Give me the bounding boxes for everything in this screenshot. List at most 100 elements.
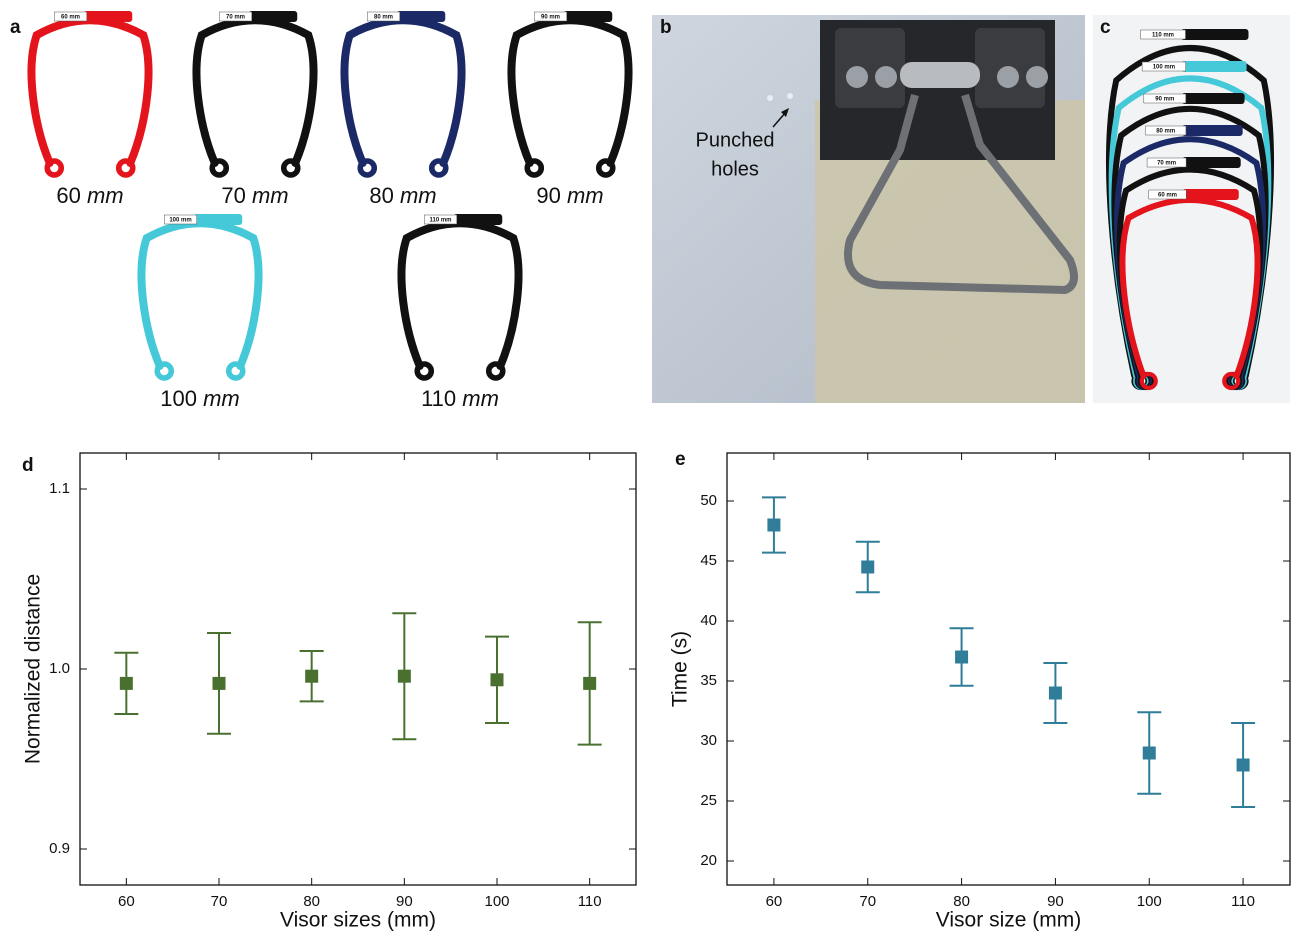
- band-bar: [1182, 157, 1241, 168]
- visor-unit: mm: [87, 183, 124, 208]
- band-frame: [27, 16, 153, 167]
- panel-label: b: [660, 17, 672, 38]
- y-axis-label: Time (s): [669, 631, 692, 707]
- band-frame: [192, 16, 318, 167]
- y-tick-label: 25: [700, 792, 717, 809]
- x-tick-label: 80: [953, 893, 970, 910]
- band-tag-text: 110 mm: [429, 218, 451, 224]
- marker: [1048, 686, 1062, 700]
- band-tag-text: 100 mm: [169, 218, 191, 224]
- headband: 80 mm: [340, 11, 466, 178]
- marker: [119, 676, 133, 690]
- band-bar: [1181, 93, 1245, 104]
- headband: 90 mm: [507, 11, 633, 178]
- band-tag: [1140, 29, 1186, 40]
- x-tick-label: 90: [1047, 893, 1064, 910]
- y-tick-label: 1.0: [49, 660, 70, 677]
- band-tag-text: 80 mm: [374, 15, 393, 21]
- band-frame: [397, 219, 523, 370]
- band-bar: [1181, 61, 1247, 72]
- band-curl: [485, 361, 506, 381]
- band-curl: [524, 158, 545, 178]
- visor-caption: 90 mm: [536, 183, 603, 208]
- band-frame: [507, 16, 633, 167]
- headband: 110 mm: [397, 214, 523, 381]
- band-bar: [453, 214, 503, 225]
- y-axis-label: Normalized distance: [22, 574, 45, 764]
- band-bar: [193, 214, 243, 225]
- marker: [767, 518, 781, 532]
- band-curl: [225, 361, 246, 381]
- band-tag: [1148, 189, 1187, 200]
- band-bar: [396, 11, 446, 22]
- x-axis-label: Visor size (mm): [936, 909, 1081, 932]
- visor-caption: 80 mm: [369, 183, 436, 208]
- marker: [861, 560, 875, 574]
- visor-unit: mm: [252, 183, 289, 208]
- band-bar: [1181, 29, 1249, 40]
- band-curl: [209, 158, 230, 178]
- band-tag: [1145, 125, 1187, 136]
- band-tag-text: 60 mm: [1158, 193, 1177, 199]
- band-tag-text: 60 mm: [61, 15, 80, 21]
- visor-unit: mm: [567, 183, 604, 208]
- band-tag-text: 80 mm: [1156, 129, 1175, 135]
- x-tick-label: 110: [578, 893, 602, 910]
- headband: 100 mm: [137, 214, 263, 381]
- band-frame: [137, 219, 263, 370]
- band-tag-text: 70 mm: [1157, 161, 1176, 167]
- band-curl: [154, 361, 175, 381]
- y-tick-label: 50: [700, 492, 717, 509]
- visor-unit: mm: [203, 386, 240, 411]
- visor-size: 90: [536, 183, 560, 208]
- visor-size: 110: [421, 386, 456, 411]
- band-tag-text: 110 mm: [1152, 33, 1174, 39]
- band-tag: [54, 11, 87, 22]
- x-tick-label: 70: [859, 893, 876, 910]
- band-curl: [280, 158, 301, 178]
- x-axis-label: Visor sizes (mm): [280, 909, 436, 932]
- band-curl: [44, 158, 65, 178]
- marker: [397, 669, 411, 683]
- x-tick-label: 100: [1137, 893, 1162, 910]
- band-tag: [367, 11, 400, 22]
- band-bar: [1182, 189, 1239, 200]
- panel-label: c: [1100, 17, 1111, 38]
- band-tag: [164, 214, 197, 225]
- band-tag: [1141, 61, 1186, 72]
- y-tick-label: 35: [700, 672, 717, 689]
- band-bar: [1181, 125, 1243, 136]
- annotation: Punched: [696, 129, 775, 151]
- visor-caption: 100 mm: [160, 386, 240, 411]
- x-tick-label: 110: [1231, 893, 1255, 910]
- x-tick-label: 90: [396, 893, 413, 910]
- band-tag-text: 70 mm: [226, 15, 245, 21]
- panel-label: e: [675, 449, 686, 470]
- band-curl: [414, 361, 435, 381]
- band-tag: [1146, 157, 1187, 168]
- y-tick-label: 0.9: [49, 840, 70, 857]
- band-curl: [1222, 371, 1241, 391]
- x-tick-label: 100: [484, 893, 509, 910]
- band-tag-text: 90 mm: [541, 15, 560, 21]
- annotation: holes: [711, 158, 759, 180]
- band-curl: [115, 158, 136, 178]
- photo-c: 110 mm 100 mm 90 mm 80 mm 70 mm 60 mm: [1093, 15, 1290, 403]
- y-tick-label: 30: [700, 732, 717, 749]
- marker: [583, 676, 597, 690]
- band-tag: [1143, 93, 1187, 104]
- band-tag: [219, 11, 252, 22]
- band-curl: [1139, 371, 1158, 391]
- y-tick-label: 1.1: [49, 480, 70, 497]
- visor-unit: mm: [400, 183, 437, 208]
- band-curl: [357, 158, 378, 178]
- marker: [490, 673, 504, 687]
- visor-unit: mm: [462, 386, 499, 411]
- y-tick-label: 20: [700, 852, 717, 869]
- y-tick-label: 40: [700, 612, 717, 629]
- band-frame: [340, 16, 466, 167]
- x-tick-label: 60: [766, 893, 783, 910]
- band-bar: [563, 11, 613, 22]
- band-curl: [428, 158, 449, 178]
